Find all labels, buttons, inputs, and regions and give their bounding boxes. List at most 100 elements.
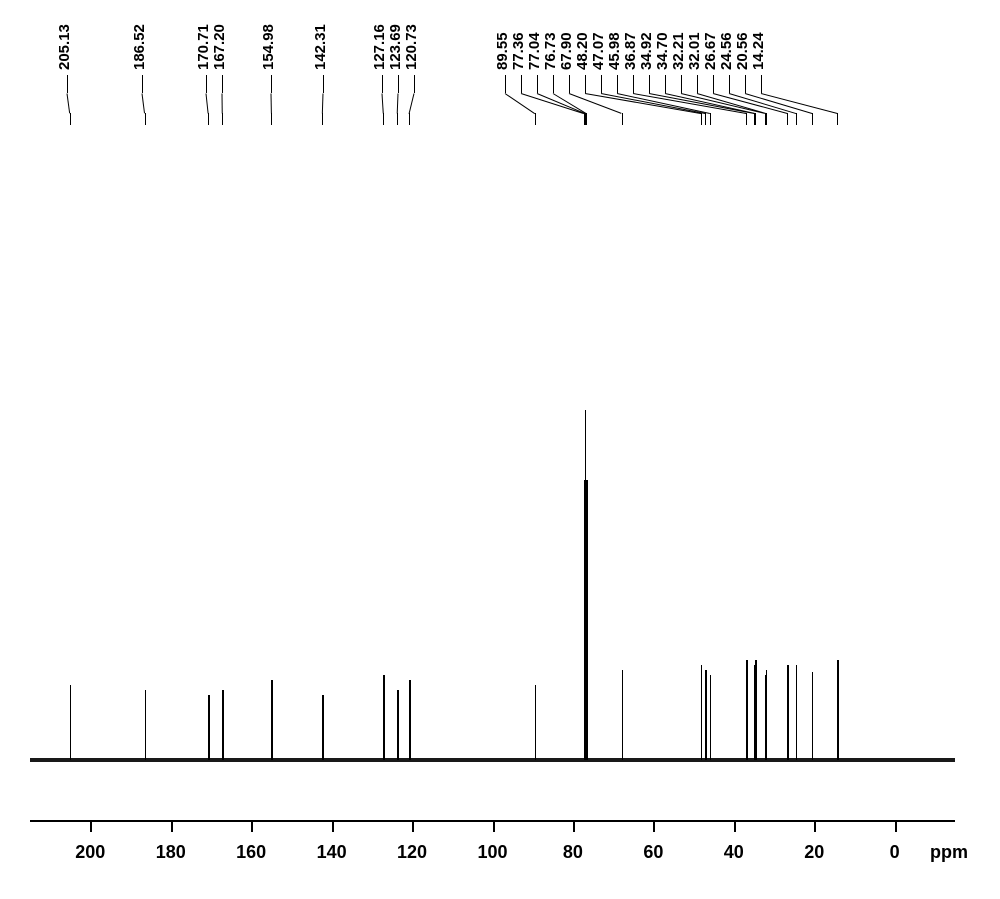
peak-label: 45.98	[606, 32, 623, 70]
peak-line	[787, 665, 789, 760]
peak-tick	[271, 113, 272, 125]
peak-tick	[505, 75, 506, 93]
peak-tick	[409, 113, 410, 125]
peak-line	[812, 672, 814, 760]
peak-label: 67.90	[558, 32, 575, 70]
peak-tick	[206, 75, 207, 93]
peak-tick	[397, 113, 398, 125]
peak-tick	[222, 75, 223, 93]
peak-tick	[681, 75, 682, 93]
peak-label: 142.31	[312, 24, 329, 70]
peak-tick	[710, 113, 711, 125]
peak-line	[710, 675, 712, 760]
peak-tick	[271, 75, 272, 93]
peak-line	[70, 685, 72, 760]
peak-tick	[70, 113, 71, 125]
peak-tick	[812, 113, 813, 125]
peak-tick	[569, 75, 570, 93]
peak-label: 26.67	[702, 32, 719, 70]
peak-label: 89.55	[494, 32, 511, 70]
peak-tick	[746, 113, 747, 125]
peak-tick	[535, 113, 536, 125]
peak-line	[705, 670, 707, 760]
peak-tick	[222, 113, 223, 125]
peak-label: 47.07	[590, 32, 607, 70]
peak-label: 76.73	[542, 32, 559, 70]
peak-tick	[382, 75, 383, 93]
peak-line	[322, 695, 324, 760]
axis-tick-label: 120	[397, 842, 427, 863]
baseline-noise	[30, 758, 955, 762]
peak-converge-line	[271, 93, 272, 113]
peak-tick	[142, 75, 143, 93]
peak-line	[222, 690, 224, 760]
peak-converge-line	[409, 93, 415, 113]
peak-converge-line	[222, 93, 223, 113]
peak-label: 186.52	[131, 24, 148, 70]
peak-label: 77.04	[526, 32, 543, 70]
axis-tick	[251, 820, 253, 832]
peak-line	[701, 665, 703, 760]
peak-tick	[705, 113, 706, 125]
axis-title: ppm	[930, 842, 968, 863]
peak-label: 36.87	[622, 32, 639, 70]
axis-tick-label: 80	[563, 842, 583, 863]
axis-tick	[734, 820, 736, 832]
axis-tick-label: 180	[156, 842, 186, 863]
axis-tick	[171, 820, 173, 832]
peak-tick	[617, 75, 618, 93]
axis-tick-label: 0	[890, 842, 900, 863]
peak-line	[586, 480, 588, 760]
peak-label: 170.71	[195, 24, 212, 70]
peak-label: 20.56	[734, 32, 751, 70]
peak-tick	[601, 75, 602, 93]
peak-label: 167.20	[211, 24, 228, 70]
peak-label: 32.01	[686, 32, 703, 70]
axis-tick	[332, 820, 334, 832]
peak-label: 77.36	[510, 32, 527, 70]
peak-line	[622, 670, 624, 760]
peak-tick	[755, 113, 756, 125]
peak-label: 120.73	[403, 24, 420, 70]
peak-label: 34.70	[654, 32, 671, 70]
peak-tick	[796, 113, 797, 125]
peak-label: 123.69	[387, 24, 404, 70]
peak-tick	[586, 113, 587, 125]
peak-tick	[553, 75, 554, 93]
peak-converge-line	[382, 93, 384, 113]
peak-line	[271, 680, 273, 760]
peak-tick	[323, 75, 324, 93]
peak-tick	[745, 75, 746, 93]
peak-line	[208, 695, 210, 760]
axis-tick-label: 200	[75, 842, 105, 863]
axis-tick	[573, 820, 575, 832]
axis-tick	[814, 820, 816, 832]
peak-line	[397, 690, 399, 760]
peak-label: 205.13	[56, 24, 73, 70]
peak-line	[409, 680, 411, 760]
peak-line	[755, 660, 757, 760]
peak-tick	[585, 75, 586, 93]
peak-line	[535, 685, 537, 760]
peak-tick	[665, 75, 666, 93]
peak-label: 14.24	[750, 32, 767, 70]
peak-tick	[322, 113, 323, 125]
axis-tick	[90, 820, 92, 832]
axis-tick-label: 40	[724, 842, 744, 863]
peak-tick	[208, 113, 209, 125]
peak-converge-line	[206, 93, 209, 113]
peak-line	[796, 665, 798, 760]
peak-label: 127.16	[371, 24, 388, 70]
peak-converge-line	[397, 93, 399, 113]
peak-tick	[713, 75, 714, 93]
peak-tick	[787, 113, 788, 125]
peak-converge-line	[142, 93, 146, 113]
peak-tick	[697, 75, 698, 93]
peak-line	[145, 690, 147, 760]
peak-tick	[67, 75, 68, 93]
peak-label: 154.98	[260, 24, 277, 70]
peak-tick	[414, 75, 415, 93]
axis-tick	[895, 820, 897, 832]
peak-tick	[383, 113, 384, 125]
peak-converge-line	[553, 93, 587, 114]
